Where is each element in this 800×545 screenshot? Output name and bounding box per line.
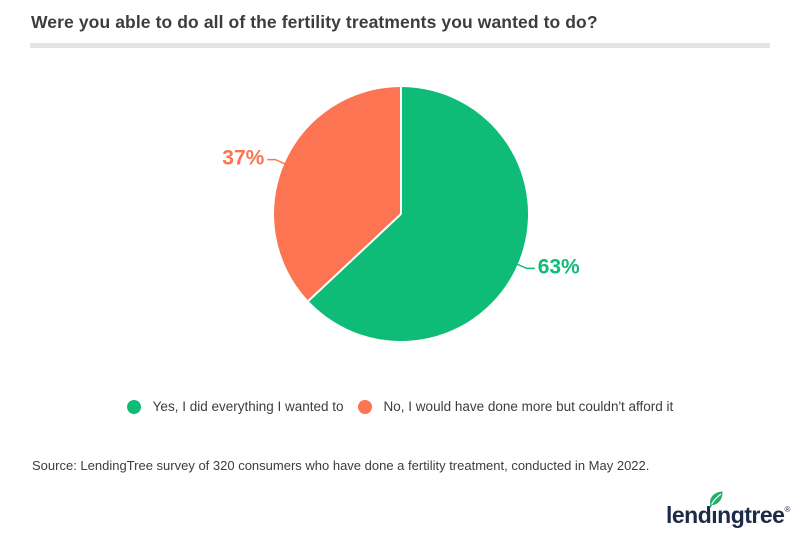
chart-title: Were you able to do all of the fertility… bbox=[31, 12, 598, 32]
data-label-0: 63% bbox=[538, 255, 580, 278]
legend-label-yes: Yes, I did everything I wanted to bbox=[152, 399, 344, 414]
legend-label-no: No, I would have done more but couldn't … bbox=[383, 399, 674, 414]
title-divider bbox=[30, 43, 770, 48]
data-label-connector-0 bbox=[515, 262, 535, 270]
source-note: Source: LendingTree survey of 320 consum… bbox=[32, 458, 650, 473]
legend-item-no[interactable]: No, I would have done more but couldn't … bbox=[357, 399, 674, 414]
legend-dot-yes bbox=[126, 399, 141, 414]
data-label-connector-1 bbox=[267, 158, 287, 166]
data-label-1: 37% bbox=[222, 147, 264, 170]
pie-slice-0[interactable] bbox=[308, 87, 529, 341]
slice-divider bbox=[307, 213, 402, 302]
logo-text-part3: ngtree bbox=[717, 502, 785, 528]
logo-text-part1: lend bbox=[666, 502, 712, 528]
legend-item-yes[interactable]: Yes, I did everything I wanted to bbox=[126, 399, 344, 414]
logo-text-i: i bbox=[711, 502, 718, 528]
legend: Yes, I did everything I wanted to No, I … bbox=[0, 399, 800, 414]
pie-slice-1[interactable] bbox=[274, 87, 401, 301]
lendingtree-logo: lend ingtree® bbox=[666, 491, 791, 528]
logo-letter-i: i bbox=[709, 491, 723, 528]
leaf-icon bbox=[709, 491, 723, 508]
legend-dot-no bbox=[357, 399, 372, 414]
registered-mark: ® bbox=[784, 505, 791, 514]
pie-chart: 63% 37% bbox=[222, 87, 580, 341]
